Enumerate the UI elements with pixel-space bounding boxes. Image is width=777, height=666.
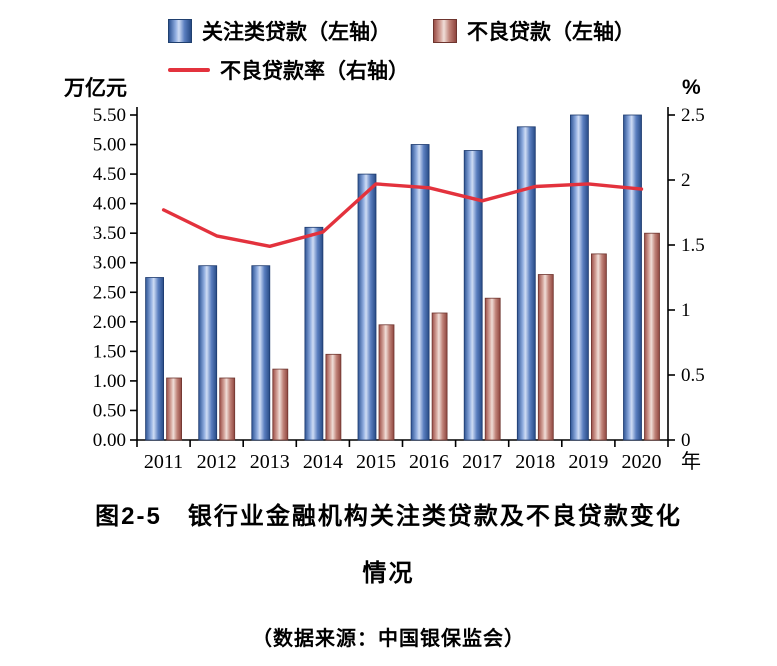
x-tick-label: 2016: [409, 451, 449, 473]
legend-row-1: 关注类贷款（左轴） 不良贷款（左轴）: [168, 16, 635, 46]
bar-special-mention: [410, 144, 430, 441]
data-source: （数据来源：中国银保监会）: [252, 628, 525, 650]
left-axis-unit: 万亿元: [64, 77, 127, 100]
right-tick-label: 2: [681, 170, 691, 191]
red-line-swatch: [168, 68, 210, 72]
left-tick-label: 2.00: [93, 312, 126, 333]
x-tick-label: 2011: [144, 451, 183, 473]
right-tick-label: 1: [681, 300, 691, 321]
pink-bar-swatch: [433, 19, 457, 43]
bar-special-mention: [198, 265, 218, 441]
legend-item-npl-ratio: 不良贷款率（右轴）: [168, 55, 409, 85]
bar-npl: [591, 253, 607, 441]
bar-special-mention: [304, 226, 324, 441]
bar-special-mention: [516, 126, 536, 441]
left-tick-label: 1.00: [93, 371, 126, 392]
bar-npl: [325, 353, 342, 441]
x-tick-label: 2015: [356, 451, 396, 473]
left-tick-label: 4.00: [93, 194, 126, 215]
right-axis-unit: %: [682, 76, 701, 99]
legend-item-npl: 不良贷款（左轴）: [433, 16, 635, 46]
bar-special-mention: [251, 265, 271, 441]
legend-item-special-mention-loans: 关注类贷款（左轴）: [168, 16, 391, 46]
left-tick-label: 4.50: [93, 164, 126, 185]
figure-caption: 图2-5 银行业金融机构关注类贷款及不良贷款变化 情况 （数据来源：中国银保监会…: [0, 496, 777, 651]
bar-npl: [644, 232, 660, 441]
chart-canvas: 0.000.501.001.502.002.503.003.504.004.50…: [93, 105, 705, 473]
x-tick-label: 2017: [462, 451, 502, 473]
bar-special-mention: [570, 114, 589, 441]
blue-bar-swatch: [168, 19, 192, 43]
chart-legend: 关注类贷款（左轴） 不良贷款（左轴） 不良贷款率（右轴）: [168, 16, 635, 85]
figure-caption-line1: 图2-5 银行业金融机构关注类贷款及不良贷款变化: [95, 503, 682, 530]
legend-label: 不良贷款率（右轴）: [220, 60, 409, 83]
x-tick-label: 2012: [197, 451, 237, 473]
bar-npl: [378, 324, 395, 441]
left-tick-label: 5.50: [93, 105, 126, 126]
left-tick-label: 5.00: [93, 135, 126, 156]
bar-special-mention: [357, 173, 377, 441]
npl-ratio-line: [161, 182, 644, 249]
figure-caption-line2: 情况: [362, 560, 415, 587]
left-tick-label: 3.50: [93, 223, 126, 244]
legend-row-2: 不良贷款率（右轴）: [168, 55, 635, 85]
x-tick-label: 2018: [515, 451, 555, 473]
bar-npl: [431, 312, 448, 441]
x-tick-label: 2013: [250, 451, 290, 473]
bar-npl: [219, 377, 236, 441]
left-tick-label: 1.50: [93, 341, 126, 362]
right-tick-label: 2.5: [681, 105, 705, 126]
bar-npl: [537, 274, 554, 441]
bar-npl: [272, 368, 289, 441]
bar-special-mention: [623, 114, 642, 441]
x-tick-label: 2020: [621, 451, 661, 473]
bar-npl: [166, 377, 183, 441]
bar-special-mention: [463, 150, 483, 441]
right-tick-label: 0: [681, 430, 691, 451]
x-tick-label: 2014: [303, 451, 343, 473]
left-tick-label: 0.50: [93, 400, 126, 421]
right-tick-label: 0.5: [681, 365, 705, 386]
left-tick-label: 0.00: [93, 430, 126, 451]
legend-label: 关注类贷款（左轴）: [202, 21, 391, 44]
x-tick-label: 2019: [568, 451, 608, 473]
left-tick-label: 2.50: [93, 282, 126, 303]
right-tick-label: 1.5: [681, 235, 705, 256]
bar-special-mention: [145, 277, 165, 441]
left-tick-label: 3.00: [93, 253, 126, 274]
bar-npl: [484, 297, 501, 441]
x-axis-unit: 年: [681, 450, 701, 473]
legend-label: 不良贷款（左轴）: [467, 21, 635, 44]
